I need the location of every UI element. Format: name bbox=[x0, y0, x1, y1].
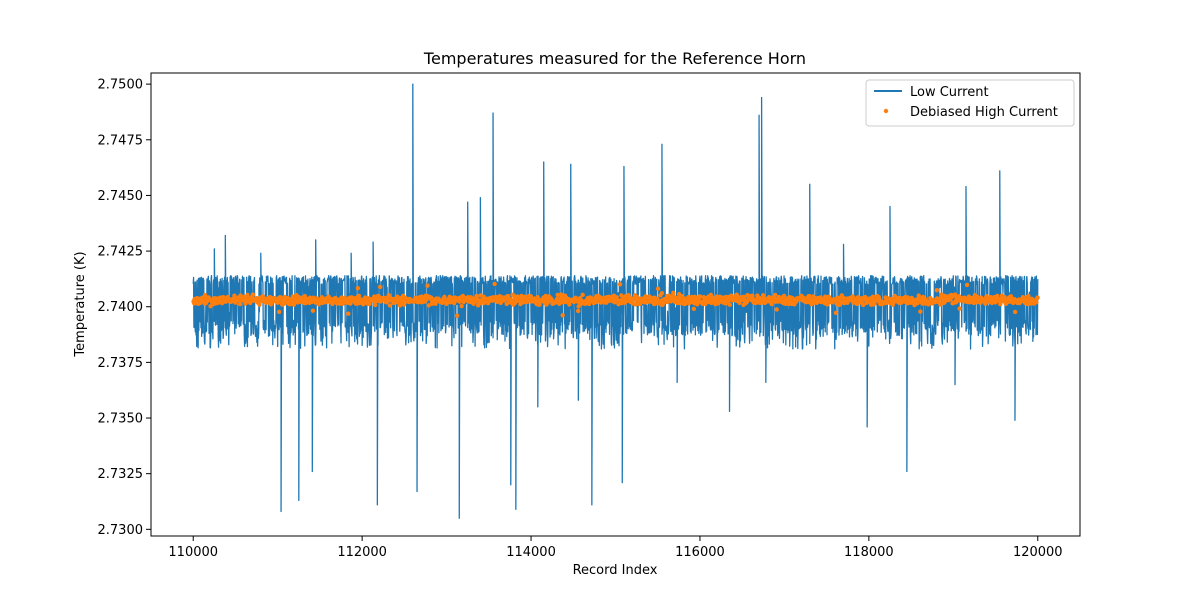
scatter-point bbox=[372, 294, 377, 299]
scatter-point bbox=[442, 294, 447, 300]
scatter-point bbox=[401, 302, 407, 307]
x-tick-label: 112000 bbox=[337, 545, 387, 560]
scatter-point bbox=[741, 294, 747, 300]
scatter-point bbox=[769, 301, 774, 307]
legend-label-debiased-high-current: Debiased High Current bbox=[910, 105, 1058, 120]
scatter-point bbox=[386, 292, 392, 298]
legend: Low Current Debiased High Current bbox=[865, 79, 1075, 127]
scatter-point bbox=[580, 292, 585, 298]
scatter-point bbox=[586, 301, 592, 307]
scatter-point bbox=[276, 309, 282, 315]
scatter-point bbox=[655, 286, 661, 292]
scatter-point bbox=[522, 294, 528, 299]
scatter-point bbox=[619, 293, 624, 298]
scatter-point bbox=[575, 308, 581, 314]
y-tick-label: 2.7400 bbox=[98, 300, 144, 315]
scatter-point bbox=[257, 302, 262, 307]
scatter-point bbox=[237, 301, 243, 307]
scatter-point bbox=[964, 282, 970, 288]
x-axis: 110000 112000 114000 116000 118000 120000 bbox=[168, 536, 1063, 560]
legend-box bbox=[865, 79, 1075, 127]
scatter-point bbox=[626, 293, 631, 298]
scatter-point bbox=[1035, 295, 1040, 300]
scatter-point bbox=[698, 294, 703, 299]
x-axis-label: Record Index bbox=[573, 563, 658, 578]
scatter-point bbox=[861, 302, 866, 307]
scatter-point bbox=[555, 292, 560, 298]
y-tick-label: 2.7300 bbox=[98, 523, 144, 538]
scatter-point bbox=[614, 295, 619, 300]
scatter-point bbox=[941, 293, 947, 298]
scatter-point bbox=[659, 290, 665, 296]
scatter-point bbox=[807, 293, 812, 299]
scatter-point bbox=[537, 302, 542, 307]
x-tick-label: 114000 bbox=[506, 545, 556, 560]
y-tick-label: 2.7425 bbox=[98, 245, 144, 260]
scatter-point bbox=[872, 301, 877, 307]
scatter-point bbox=[433, 301, 438, 306]
scatter-point bbox=[918, 309, 923, 314]
y-tick-label: 2.7500 bbox=[98, 78, 144, 93]
scatter-point bbox=[459, 303, 464, 309]
y-tick-label: 2.7475 bbox=[98, 133, 144, 148]
scatter-point bbox=[348, 301, 353, 306]
scatter-point bbox=[245, 292, 250, 298]
x-tick-label: 120000 bbox=[1013, 545, 1063, 560]
scatter-point bbox=[310, 308, 316, 313]
scatter-point bbox=[560, 313, 565, 318]
scatter-point bbox=[346, 311, 351, 316]
scatter-point bbox=[302, 293, 308, 299]
y-axis: 2.7300 2.7325 2.7350 2.7375 2.7400 2.7425 2.74… bbox=[98, 78, 151, 538]
scatter-point bbox=[355, 286, 361, 291]
scatter-point bbox=[492, 281, 497, 287]
x-tick-label: 118000 bbox=[844, 545, 894, 560]
scatter-point bbox=[567, 302, 572, 307]
series-layer bbox=[191, 83, 1040, 519]
scatter-point bbox=[890, 302, 896, 307]
scatter-point bbox=[454, 313, 460, 318]
scatter-point bbox=[1034, 300, 1039, 305]
y-tick-label: 2.7450 bbox=[98, 189, 144, 204]
plot-frame bbox=[150, 72, 1081, 537]
legend-label-low-current: Low Current bbox=[910, 85, 989, 100]
scatter-point bbox=[373, 302, 378, 308]
scatter-point bbox=[773, 292, 778, 298]
scatter-point bbox=[1002, 295, 1007, 300]
scatter-point bbox=[367, 301, 372, 307]
scatter-point bbox=[378, 284, 383, 290]
scatter-point bbox=[250, 292, 256, 297]
chart-title: Temperatures measured for the Reference … bbox=[423, 49, 806, 68]
scatter-point bbox=[934, 287, 940, 293]
series-scatter-debiased-high-current bbox=[191, 281, 1040, 318]
y-tick-label: 2.7375 bbox=[98, 356, 144, 371]
x-tick-label: 116000 bbox=[675, 545, 725, 560]
scatter-point bbox=[1012, 309, 1018, 315]
scatter-point bbox=[425, 283, 430, 288]
y-axis-label: Temperature (K) bbox=[73, 251, 88, 357]
scatter-point bbox=[750, 293, 755, 299]
legend-swatch-debiased-high-current bbox=[883, 108, 889, 114]
scatter-point bbox=[576, 304, 581, 309]
scatter-point bbox=[387, 303, 393, 308]
scatter-point bbox=[915, 301, 920, 306]
plot-area bbox=[191, 83, 1040, 519]
scatter-point bbox=[671, 290, 676, 296]
y-tick-label: 2.7350 bbox=[98, 412, 144, 427]
scatter-point bbox=[275, 300, 280, 305]
scatter-point bbox=[362, 295, 368, 300]
scatter-point bbox=[691, 306, 697, 312]
scatter-point bbox=[833, 310, 839, 316]
scatter-point bbox=[916, 293, 921, 298]
scatter-point bbox=[356, 293, 362, 298]
y-tick-label: 2.7325 bbox=[98, 467, 144, 482]
scatter-point bbox=[727, 302, 732, 308]
scatter-point bbox=[957, 306, 962, 311]
series-line-low-current bbox=[192, 83, 1039, 519]
x-tick-label: 110000 bbox=[168, 545, 218, 560]
scatter-point bbox=[774, 307, 779, 312]
scatter-point bbox=[617, 282, 623, 287]
